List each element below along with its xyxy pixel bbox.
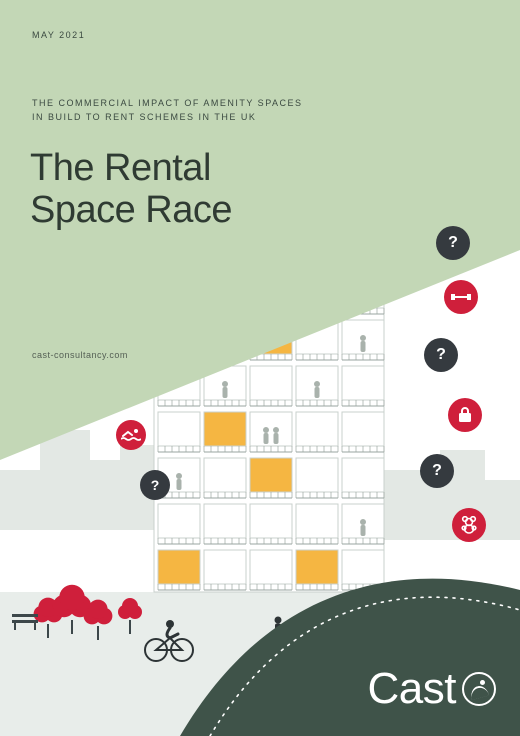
lock-bubble-icon bbox=[448, 398, 482, 432]
question-bubble-icon: ? bbox=[424, 338, 458, 372]
dumbbell-bubble-icon bbox=[444, 280, 478, 314]
question-bubble-icon: ? bbox=[420, 454, 454, 488]
swim-bubble-icon bbox=[116, 420, 146, 450]
cast-logo: Cast bbox=[368, 664, 496, 714]
logo-mark-icon bbox=[462, 672, 496, 706]
logo-text: Cast bbox=[368, 664, 456, 714]
teddy-bubble-icon bbox=[452, 508, 486, 542]
question-bubble-icon: ? bbox=[140, 470, 170, 500]
question-bubble-icon: ? bbox=[436, 226, 470, 260]
